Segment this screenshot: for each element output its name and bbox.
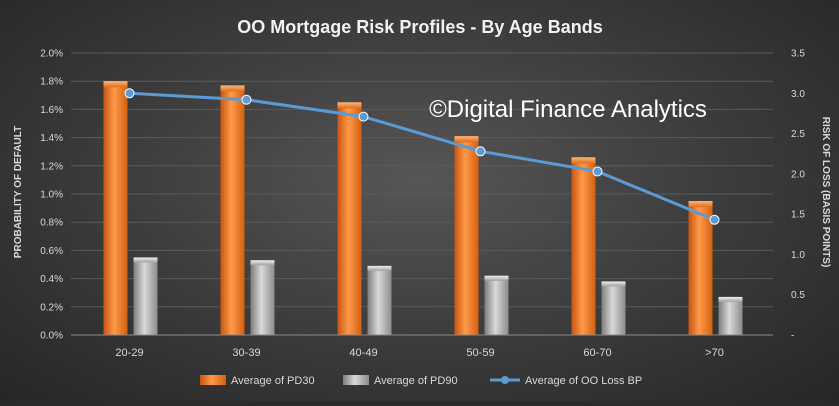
y-axis-left: 0.0% 0.2% 0.4% 0.6% 0.8% 1.0% 1.2% 1.4% 1.6% 1.8%… (40, 49, 63, 342)
legend-swatch-pd90 (343, 375, 369, 385)
chart-title: OO Mortgage Risk Profiles - By Age Bands (237, 17, 602, 37)
bar-pd30 (688, 201, 713, 335)
bar-pd90 (250, 260, 275, 335)
legend-label-pd90: Average of PD90 (374, 375, 458, 387)
y-tick-label-right: 1.0 (791, 250, 805, 261)
y-tick-label-left: 1.0% (40, 190, 63, 201)
bar-pd90-cap (133, 257, 158, 263)
y-axis-right: - 0.5 1.0 1.5 2.0 2.5 3.0 3.5 (791, 49, 805, 342)
legend-label-pd30: Average of PD30 (231, 375, 315, 387)
x-tick-label: 20-29 (115, 347, 143, 359)
watermark: ©Digital Finance Analytics (429, 96, 707, 123)
bar-pd90 (367, 265, 392, 335)
y-tick-label-left: 0.8% (40, 218, 63, 229)
y-tick-label-left: 0.2% (40, 302, 63, 313)
bars (103, 81, 743, 336)
y-tick-label-right: 2.5 (791, 129, 805, 140)
y-tick-label-left: 1.4% (40, 133, 63, 144)
y-tick-label-left: 2.0% (40, 49, 63, 60)
y-tick-label-right: 1.5 (791, 210, 805, 221)
y-tick-label-right: 0.5 (791, 290, 805, 301)
bar-pd90 (484, 275, 509, 335)
legend-label-loss: Average of OO Loss BP (525, 375, 642, 387)
bar-pd90 (601, 281, 626, 335)
gridlines (71, 52, 773, 336)
y-tick-label-left: 1.2% (40, 161, 63, 172)
x-tick-label: 60-70 (583, 347, 611, 359)
bar-pd90-cap (250, 260, 275, 266)
y-tick-label-left: 0.6% (40, 246, 63, 257)
bar-pd30-cap (454, 136, 479, 143)
y-tick-label-right: 3.5 (791, 49, 805, 60)
y-axis-left-title: PROBABILITY OF DEFAULT (13, 126, 24, 258)
loss-line-path (129, 91, 716, 222)
y-tick-label-left: 0.0% (40, 331, 63, 342)
y-tick-label-right: 3.0 (791, 89, 805, 100)
x-tick-label: 30-39 (232, 347, 260, 359)
y-axis-right-title: RISK OF LOSS (BASIS POINTS) (820, 117, 831, 268)
loss-line-point (709, 214, 720, 225)
x-axis: 20-29 30-39 40-49 50-59 60-70 >70 (71, 334, 773, 359)
bar-pd90 (718, 296, 743, 335)
bar-pd30-cap (688, 201, 713, 208)
y-tick-label-left: 0.4% (40, 274, 63, 285)
x-tick-label: >70 (705, 347, 724, 359)
legend-swatch-loss-point (501, 376, 509, 384)
bar-pd30 (337, 102, 362, 335)
loss-line-point (592, 166, 603, 177)
bar-pd90 (133, 257, 158, 335)
x-tick-label: 40-49 (349, 347, 377, 359)
y-tick-label-right: 2.0 (791, 169, 805, 180)
bar-pd30 (454, 136, 479, 335)
loss-line-point (475, 146, 486, 157)
x-tick-label: 50-59 (466, 347, 494, 359)
loss-line-point (124, 88, 135, 99)
bar-pd90-cap (484, 275, 509, 281)
bar-pd30-cap (103, 81, 128, 88)
bar-pd30 (220, 85, 245, 336)
bar-pd30-cap (337, 102, 362, 109)
legend-swatch-pd30 (200, 375, 226, 385)
loss-line (124, 88, 720, 225)
legend: Average of PD30 Average of PD90 Average of… (200, 375, 642, 387)
bar-pd30-cap (220, 85, 245, 92)
bar-pd90-cap (601, 281, 626, 287)
bar-pd90-cap (367, 265, 392, 271)
y-tick-label-right: - (791, 331, 794, 342)
y-tick-label-left: 1.8% (40, 77, 63, 88)
loss-line-point (241, 94, 252, 105)
bar-pd30-cap (571, 157, 596, 164)
bar-pd30 (571, 157, 596, 335)
bar-pd90-cap (718, 296, 743, 302)
bar-pd30 (103, 81, 128, 335)
y-tick-label-left: 1.6% (40, 105, 63, 116)
loss-line-point (358, 111, 369, 122)
